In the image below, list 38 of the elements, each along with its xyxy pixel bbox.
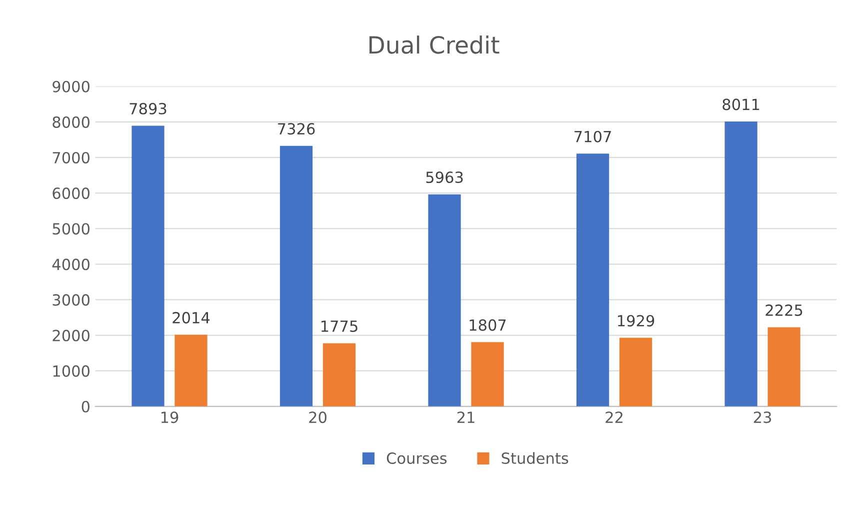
y-tick-label: 6000: [52, 188, 90, 200]
bar: [724, 122, 758, 406]
chart-title: Dual Credit: [369, 36, 500, 54]
bar: [280, 146, 313, 406]
x-tick-label: 20: [309, 412, 326, 424]
y-tick-label: 5000: [52, 223, 90, 235]
data-label: 1929: [618, 314, 654, 327]
legend-label: Courses: [386, 452, 447, 464]
legend-label: Students: [502, 452, 568, 464]
x-tick-label: 21: [457, 412, 474, 423]
y-tick-label: 4000: [52, 258, 90, 270]
data-label: 8011: [722, 98, 760, 110]
y-tick-label: 2000: [52, 330, 90, 342]
bar: [322, 343, 356, 406]
data-label: 5963: [426, 172, 463, 184]
x-tick-label: 23: [754, 412, 772, 424]
data-label: 2225: [766, 304, 802, 316]
y-tick-label: 3000: [52, 294, 90, 306]
y-tick-label: 1000: [53, 365, 90, 377]
bar: [132, 126, 164, 406]
y-tick-label: 9000: [52, 80, 90, 92]
data-label: 1807: [470, 319, 506, 331]
data-label: 1775: [321, 320, 358, 332]
bar: [576, 154, 610, 406]
y-tick-label: 0: [82, 400, 90, 412]
data-label: 2014: [172, 312, 210, 324]
data-label: 7893: [130, 102, 166, 114]
x-tick-label: 22: [606, 412, 622, 423]
data-label: 7107: [574, 130, 611, 142]
bar: [619, 338, 652, 406]
x-tick-label: 19: [161, 412, 178, 424]
data-label: 7326: [278, 123, 315, 135]
bar: [768, 327, 800, 406]
bar: [174, 334, 208, 406]
y-tick-label: 7000: [52, 152, 90, 164]
bar: [428, 194, 461, 406]
bar: [471, 342, 504, 406]
y-tick-label: 8000: [52, 116, 90, 128]
